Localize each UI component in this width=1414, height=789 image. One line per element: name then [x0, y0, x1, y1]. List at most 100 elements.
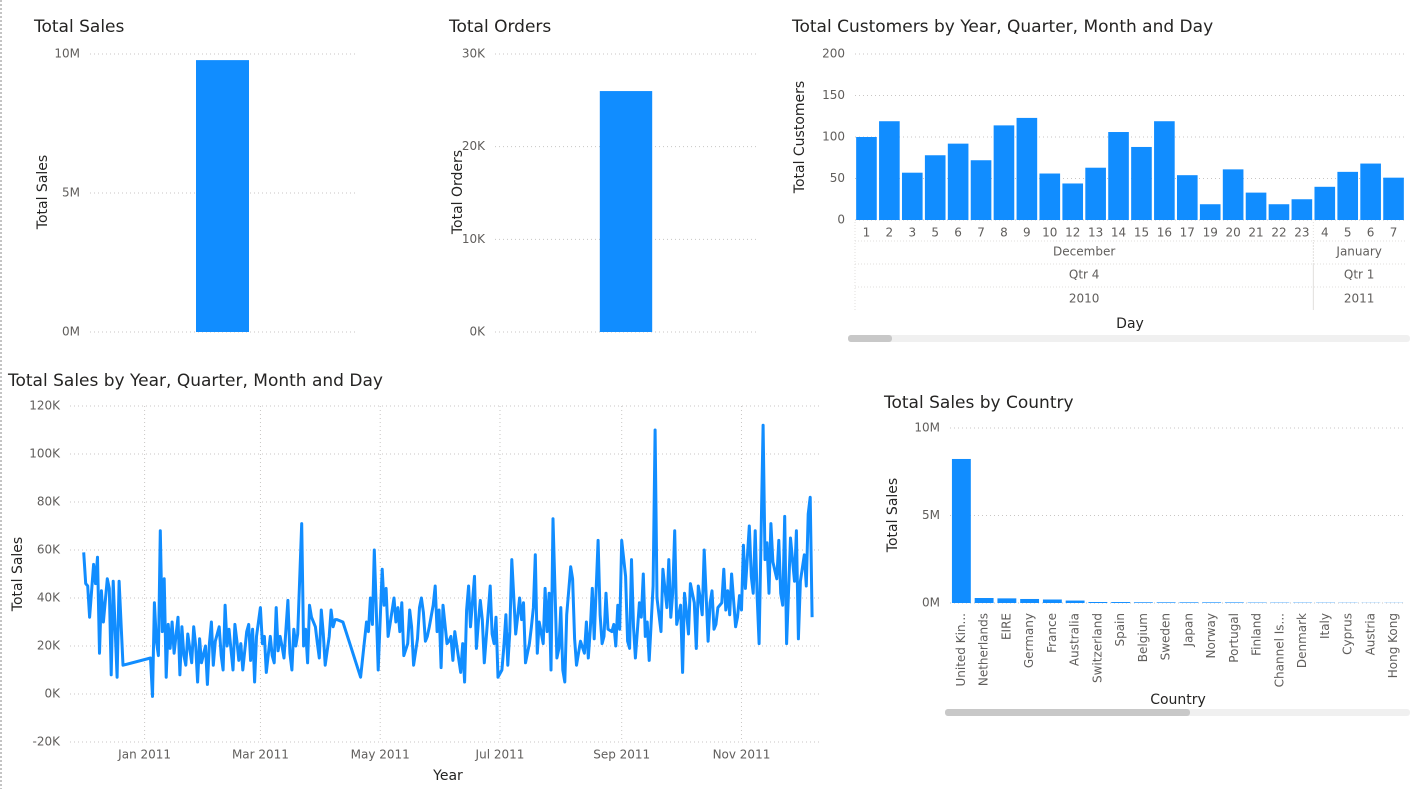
bar: [970, 160, 992, 220]
x-tick-label: Italy: [1318, 613, 1332, 639]
bar: [1314, 186, 1336, 220]
x-tick-label: 4: [1321, 226, 1329, 240]
y-tick-label: 50: [830, 171, 845, 185]
bar: [974, 598, 994, 603]
bar: [856, 137, 877, 220]
y-tick-label: 0K: [44, 687, 61, 701]
bar: [1337, 171, 1359, 220]
x-tick-label: Belgium: [1136, 613, 1150, 662]
y-tick-label: 20K: [462, 139, 486, 153]
hierarchy-label: January: [1335, 245, 1382, 259]
bar: [1245, 192, 1267, 220]
x-tick-label: May 2011: [351, 748, 410, 762]
x-tick-label: 16: [1157, 226, 1172, 240]
y-tick-label: 20K: [37, 639, 61, 653]
x-tick-label: Denmark: [1295, 613, 1309, 668]
bar: [1291, 199, 1313, 220]
bar: [1065, 600, 1085, 603]
x-tick-label: EIRE: [999, 613, 1013, 640]
bar: [1016, 117, 1038, 220]
x-tick-label: Netherlands: [977, 613, 991, 686]
y-tick-label: 40K: [37, 591, 61, 605]
bar: [1088, 602, 1108, 603]
x-tick-label: Cyprus: [1341, 613, 1355, 655]
bar: [951, 458, 971, 603]
x-tick-label: 14: [1111, 226, 1126, 240]
chart-title: Total Sales: [33, 17, 124, 37]
y-tick-label: 10M: [54, 47, 80, 61]
x-tick-label: Nov 2011: [713, 748, 771, 762]
bar: [599, 91, 653, 332]
x-tick-label: 12: [1065, 226, 1080, 240]
bar: [1111, 602, 1131, 603]
x-tick-label: Spain: [1113, 613, 1127, 647]
x-tick-label: 23: [1294, 226, 1309, 240]
y-tick-label: 60K: [37, 543, 61, 557]
x-tick-label: Sweden: [1159, 613, 1173, 660]
scrollbar-thumb[interactable]: [848, 335, 892, 342]
y-tick-label: 5M: [62, 186, 80, 200]
x-tick-label: 6: [1367, 226, 1375, 240]
x-tick-label: Japan: [1181, 613, 1195, 647]
y-tick-label: 120K: [29, 399, 61, 413]
x-tick-label: 2: [886, 226, 894, 240]
bar: [1360, 163, 1381, 220]
x-tick-label: France: [1045, 613, 1059, 653]
y-axis-title: Total Sales: [10, 537, 26, 612]
bar: [947, 143, 969, 220]
bar: [1108, 132, 1129, 220]
y-tick-label: 80K: [37, 495, 61, 509]
y-tick-label: 0M: [922, 596, 940, 610]
bar: [1222, 169, 1244, 220]
y-axis-title: Total Orders: [450, 150, 466, 235]
bar: [196, 60, 249, 333]
y-tick-label: 5M: [922, 508, 940, 522]
x-axis-title: Country: [1150, 692, 1206, 708]
bar: [1176, 175, 1198, 220]
chart-title: Total Sales by Country: [883, 393, 1074, 413]
bar: [1020, 598, 1040, 603]
x-tick-label: Sep 2011: [593, 748, 650, 762]
x-tick-label: 15: [1134, 226, 1149, 240]
bar: [997, 598, 1017, 603]
x-tick-label: 10: [1042, 226, 1057, 240]
y-tick-label: 200: [822, 47, 845, 61]
y-axis-title: Total Customers: [792, 81, 808, 194]
bar: [1133, 602, 1153, 603]
bar: [924, 155, 946, 220]
hierarchy-label: 2010: [1069, 292, 1100, 306]
x-tick-label: Norway: [1204, 613, 1218, 659]
hierarchy-label: December: [1053, 245, 1115, 259]
x-axis-title: Year: [432, 768, 463, 784]
x-tick-label: Portugal: [1227, 613, 1241, 663]
y-tick-label: 100: [822, 130, 845, 144]
x-tick-label: Switzerland: [1090, 613, 1104, 683]
x-tick-label: 8: [1000, 226, 1008, 240]
x-axis-title: Day: [1116, 316, 1144, 332]
y-axis-title: Total Sales: [885, 478, 901, 553]
bar: [1224, 602, 1244, 603]
bar: [1202, 602, 1222, 603]
x-tick-label: 21: [1248, 226, 1263, 240]
x-tick-label: Hong Kong: [1386, 613, 1400, 678]
scrollbar-thumb[interactable]: [945, 709, 1190, 716]
x-tick-label: Jul 2011: [475, 748, 525, 762]
x-tick-label: 1: [863, 226, 871, 240]
x-tick-label: Mar 2011: [232, 748, 289, 762]
x-tick-label: 7: [977, 226, 985, 240]
y-tick-label: 0M: [62, 325, 80, 339]
bar: [1085, 167, 1106, 220]
bar: [1131, 146, 1152, 220]
line-series: [82, 423, 814, 698]
bar: [1179, 602, 1199, 603]
y-tick-label: 10M: [914, 421, 940, 435]
y-tick-label: 150: [822, 88, 845, 102]
bar: [1156, 602, 1176, 603]
x-tick-label: Germany: [1022, 613, 1036, 668]
x-tick-label: Australia: [1068, 613, 1082, 666]
x-tick-label: Channel Is...: [1272, 613, 1286, 687]
x-tick-label: 3: [908, 226, 916, 240]
x-tick-label: 22: [1271, 226, 1286, 240]
bar: [1268, 204, 1290, 220]
